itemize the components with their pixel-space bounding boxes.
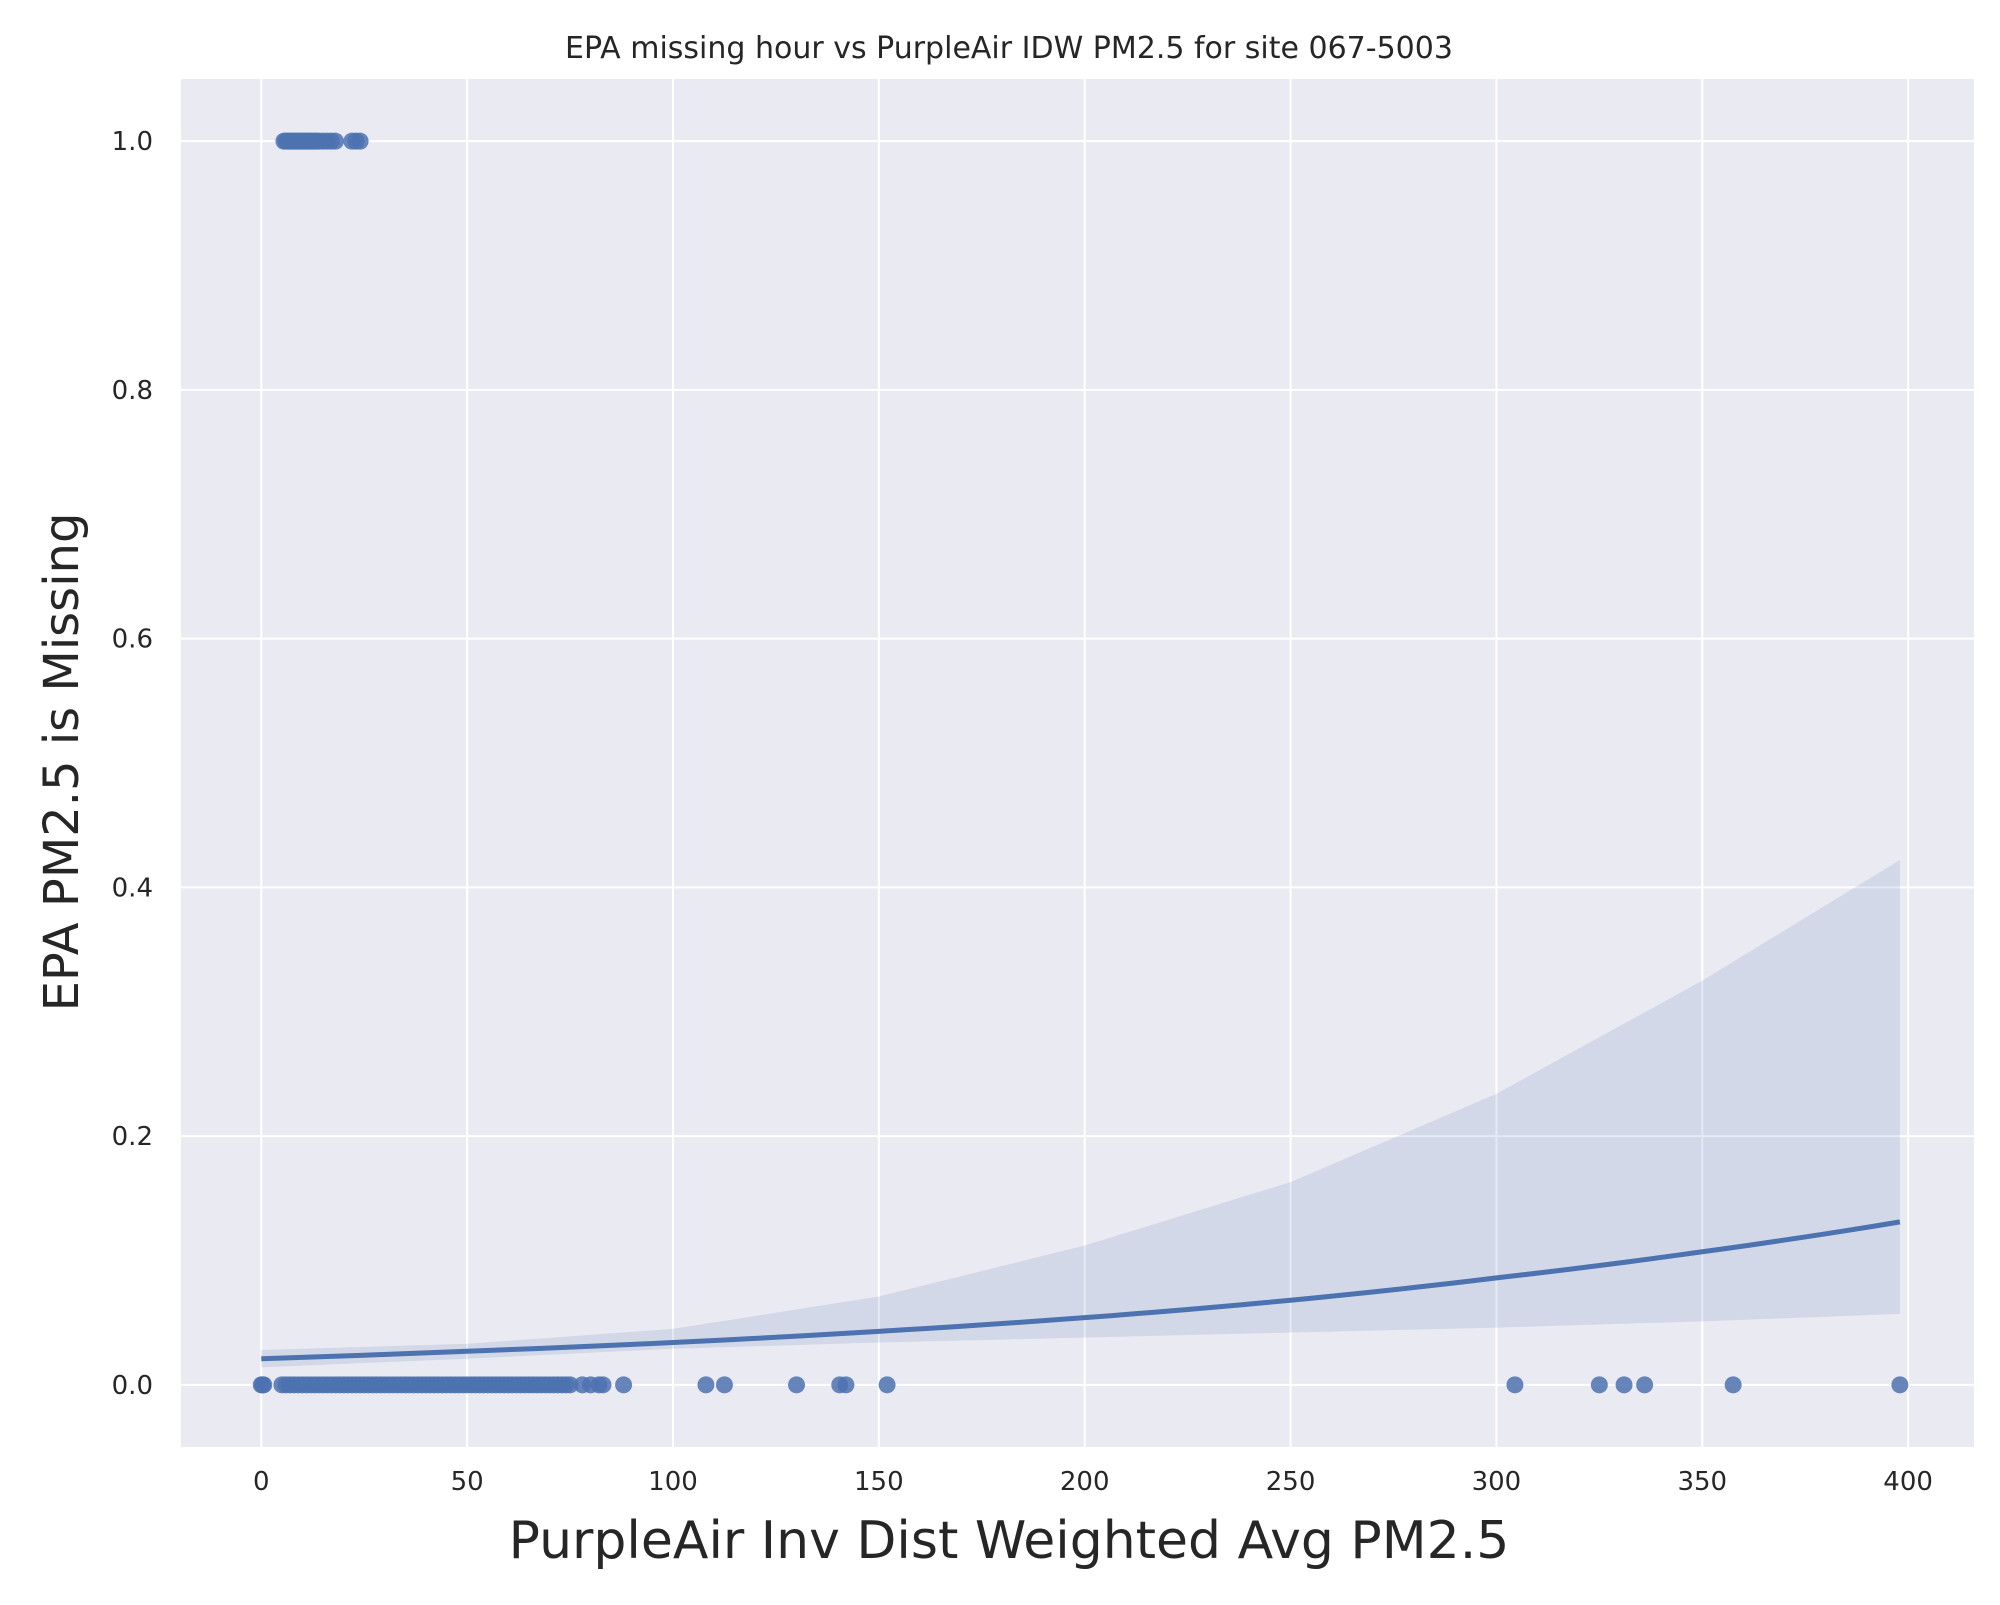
data-point <box>255 1376 273 1394</box>
data-point <box>1724 1376 1742 1394</box>
data-point <box>1615 1376 1633 1394</box>
confidence-band <box>261 860 1900 1368</box>
grid-layer <box>181 79 1974 1447</box>
data-point <box>715 1376 733 1394</box>
data-point <box>561 1376 579 1394</box>
y-tick-label: 1.0 <box>112 127 153 157</box>
y-tick-label: 0.8 <box>112 376 153 406</box>
data-point <box>1506 1376 1524 1394</box>
x-tick-label: 50 <box>451 1467 484 1497</box>
plot-background <box>181 79 1974 1447</box>
data-point <box>1590 1376 1608 1394</box>
x-tick-label: 300 <box>1472 1467 1522 1497</box>
data-point <box>1891 1376 1909 1394</box>
data-point <box>697 1376 715 1394</box>
x-axis-label: PurpleAir Inv Dist Weighted Avg PM2.5 <box>509 1511 1510 1571</box>
x-tick-label: 150 <box>854 1467 904 1497</box>
data-point <box>1636 1376 1654 1394</box>
data-point <box>788 1376 806 1394</box>
data-point <box>351 132 369 150</box>
y-tick-label: 0.0 <box>112 1371 153 1401</box>
x-tick-label: 400 <box>1883 1467 1933 1497</box>
data-point <box>326 132 344 150</box>
x-tick-label: 100 <box>648 1467 698 1497</box>
logistic-fit-line <box>261 1219 1901 1362</box>
x-tick-label: 200 <box>1060 1467 1110 1497</box>
points-layer <box>252 132 1909 1394</box>
fit-line-layer <box>261 1219 1901 1362</box>
x-tick-label: 350 <box>1677 1467 1727 1497</box>
y-axis-label: EPA PM2.5 is Missing <box>34 513 90 1012</box>
data-point <box>615 1376 633 1394</box>
confidence-band-layer <box>261 860 1900 1368</box>
data-point <box>837 1376 855 1394</box>
y-tick-label: 0.4 <box>112 873 153 903</box>
chart-title: EPA missing hour vs PurpleAir IDW PM2.5 … <box>565 31 1453 66</box>
data-point <box>594 1376 612 1394</box>
x-tick-label: 250 <box>1266 1467 1316 1497</box>
data-point <box>878 1376 896 1394</box>
tick-label-layer: 0 50 100 150 200 250 300 350 400 0.0 0.2 0.4 0.6 0.8 1… <box>112 127 1933 1497</box>
y-tick-label: 0.2 <box>112 1122 153 1152</box>
y-tick-label: 0.6 <box>112 625 153 655</box>
x-tick-label: 0 <box>253 1467 270 1497</box>
